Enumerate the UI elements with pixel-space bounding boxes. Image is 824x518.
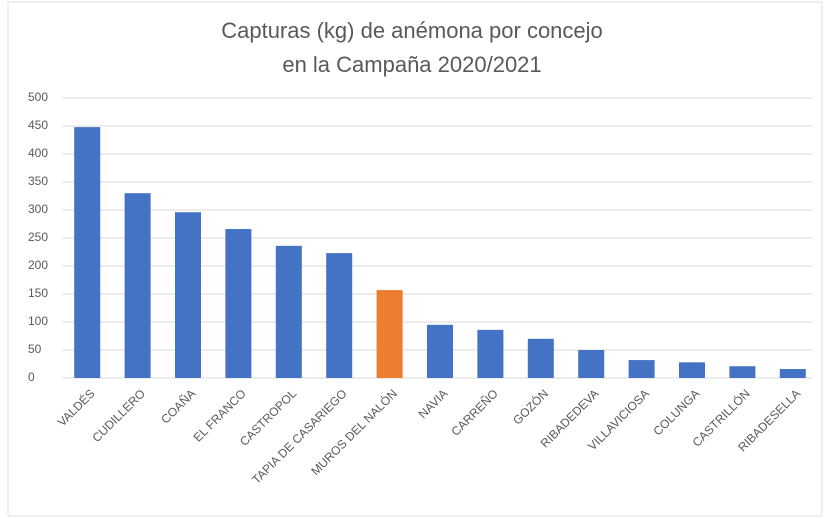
y-tick-label: 400 — [28, 146, 48, 160]
bar — [779, 369, 806, 378]
bar — [628, 360, 655, 378]
chart-title: Capturas (kg) de anémona por concejo en … — [221, 18, 603, 77]
bar — [527, 338, 554, 378]
y-tick-label: 300 — [28, 202, 48, 216]
bar — [124, 193, 151, 378]
bar — [376, 290, 403, 378]
x-tick-label: NAVIA — [416, 386, 451, 421]
chart-border — [7, 1, 823, 517]
y-tick-label: 250 — [28, 230, 48, 244]
y-tick-label: 500 — [28, 90, 48, 104]
bar — [225, 229, 252, 378]
x-tick-label: VALDÉS — [54, 386, 97, 429]
bar — [74, 127, 101, 379]
bar — [477, 329, 504, 378]
x-tick-label: GOZÓN — [509, 386, 551, 428]
bar — [175, 212, 201, 378]
x-tick-label: COLUNGA — [651, 386, 703, 438]
y-tick-label: 200 — [28, 258, 48, 272]
bar — [679, 362, 705, 378]
x-tick-label: CARREÑO — [448, 386, 500, 438]
bar — [326, 253, 353, 378]
y-tick-label: 0 — [28, 370, 35, 384]
y-tick-label: 450 — [28, 118, 48, 132]
bar — [578, 350, 605, 378]
y-tick-label: 100 — [28, 314, 48, 328]
y-tick-label: 50 — [28, 342, 42, 356]
x-tick-label: CUDILLERO — [89, 386, 147, 444]
bar — [427, 324, 453, 378]
bar — [275, 245, 302, 378]
x-tick-label: TAPIA DE CASARIEGO — [249, 386, 349, 486]
y-tick-label: 150 — [28, 286, 48, 300]
bar — [729, 366, 756, 378]
x-tick-label: COAÑA — [158, 386, 198, 426]
y-tick-label: 350 — [28, 174, 48, 188]
x-tick-label: MUROS DEL NALÓN — [308, 386, 400, 478]
